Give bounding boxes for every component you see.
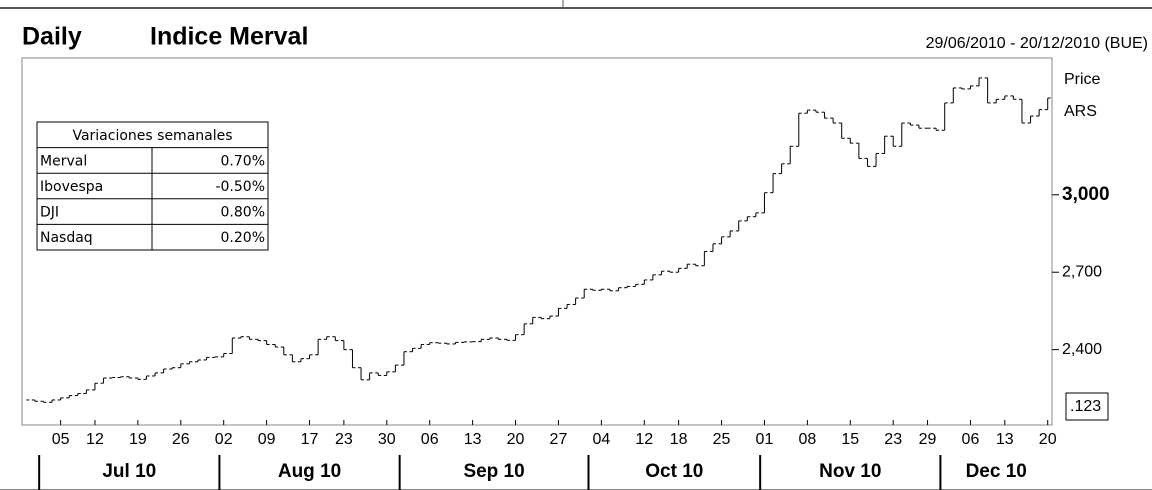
table-title: Variaciones semanales	[72, 128, 232, 144]
table-name: Nasdaq	[40, 230, 93, 246]
value-box-text: .123	[1070, 398, 1101, 415]
y-axis-label: Price	[1064, 71, 1101, 88]
period: Daily	[22, 23, 82, 51]
x-tick-label: 27	[550, 431, 568, 448]
y-tick-label: 2,400	[1062, 341, 1102, 358]
x-tick-label: 13	[464, 431, 482, 448]
x-tick-label: 20	[507, 431, 525, 448]
table-value: 0.70%	[221, 153, 265, 169]
x-tick-label: 23	[335, 431, 353, 448]
value-box	[1065, 392, 1109, 421]
x-tick-label: 04	[592, 431, 610, 448]
x-tick-label: 19	[129, 431, 147, 448]
x-tick-label: 06	[962, 431, 980, 448]
table-value: 0.20%	[221, 230, 265, 246]
x-tick-label: 17	[301, 431, 319, 448]
x-tick-label: 18	[670, 431, 688, 448]
x-tick-label: 12	[635, 431, 653, 448]
month-label: Aug 10	[278, 461, 341, 482]
x-tick-label: 05	[52, 431, 70, 448]
table-value: -0.50%	[215, 179, 265, 195]
x-tick-label: 23	[884, 431, 902, 448]
table-name: Merval	[40, 153, 87, 169]
x-tick-label: 02	[215, 431, 233, 448]
x-tick-label: 25	[713, 431, 731, 448]
x-tick-label: 12	[86, 431, 104, 448]
y-tick-label: 3,000	[1062, 184, 1110, 205]
x-tick-label: 06	[421, 431, 439, 448]
plot-frame	[21, 57, 1053, 426]
date-range: 29/06/2010 - 20/12/2010 (BUE)	[926, 35, 1148, 52]
x-tick-label: 09	[258, 431, 276, 448]
x-tick-label: 26	[172, 431, 190, 448]
y-tick-label: 2,700	[1062, 263, 1102, 280]
x-tick-label: 08	[798, 431, 816, 448]
table-name: DJI	[40, 205, 59, 221]
month-label: Nov 10	[819, 461, 881, 482]
month-label: Jul 10	[102, 461, 156, 482]
x-tick-label: 15	[841, 431, 859, 448]
x-tick-label: 01	[756, 431, 774, 448]
chart-title: Indice Merval	[150, 23, 308, 51]
month-label: Sep 10	[463, 461, 524, 482]
month-label: Oct 10	[645, 461, 703, 482]
x-tick-label: 13	[996, 431, 1014, 448]
table-name: Ibovespa	[40, 179, 103, 195]
weekly-table: Variaciones semanales Merval 0.70% Ibovespa…	[36, 121, 269, 251]
x-tick-label: 30	[378, 431, 396, 448]
table-value: 0.80%	[221, 205, 265, 221]
month-label: Dec 10	[966, 461, 1027, 482]
y-axis-unit: ARS	[1064, 103, 1097, 120]
x-tick-label: 29	[919, 431, 937, 448]
x-tick-label: 20	[1039, 431, 1057, 448]
